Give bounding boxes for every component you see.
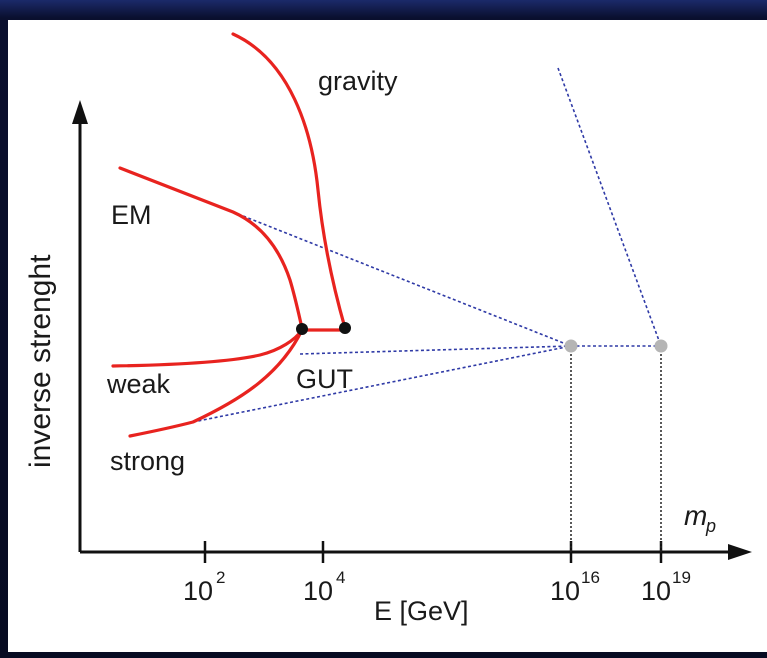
svg-text:10: 10 [303,576,333,606]
svg-text:4: 4 [336,568,345,587]
label-gut: GUT [296,364,353,394]
svg-text:19: 19 [672,568,691,587]
x-axis-label: E [GeV] [374,596,469,626]
label-em: EM [111,200,152,230]
tick-label-1e2: 10 2 [183,568,225,606]
svg-text:10: 10 [641,576,671,606]
weak-curve [111,328,304,368]
svg-text:16: 16 [581,568,600,587]
em-weak-strong-meeting-point [296,323,308,335]
dashed-strong-extrapolation [192,345,572,423]
tick-label-1e16: 10 16 [550,568,600,606]
y-axis-label: inverse strenght [24,254,57,468]
tick-label-1e4: 10 4 [303,568,345,606]
planck-scale-point [654,339,668,353]
y-axis-arrowhead [72,100,88,124]
planck-mass-label: m p [684,500,716,536]
label-weak: weak [106,369,171,399]
diagram-panel [8,20,767,652]
tick-label-1e19: 10 19 [641,568,691,606]
svg-text:m: m [684,500,707,531]
svg-text:p: p [705,516,716,536]
strong-curve [128,328,304,438]
svg-text:2: 2 [216,568,225,587]
dashed-em-extrapolation [232,211,572,347]
x-axis-arrowhead [728,544,752,560]
label-gravity: gravity [318,66,398,96]
svg-text:10: 10 [550,576,580,606]
dashed-gravity-extrapolation [557,67,662,347]
gravity-meeting-point [339,322,351,334]
label-strong: strong [110,446,185,476]
dashed-weak-extrapolation [299,345,572,355]
gravity-curve [231,32,347,330]
svg-text:10: 10 [183,576,213,606]
gut-scale-point [564,339,578,353]
em-curve [118,166,304,330]
